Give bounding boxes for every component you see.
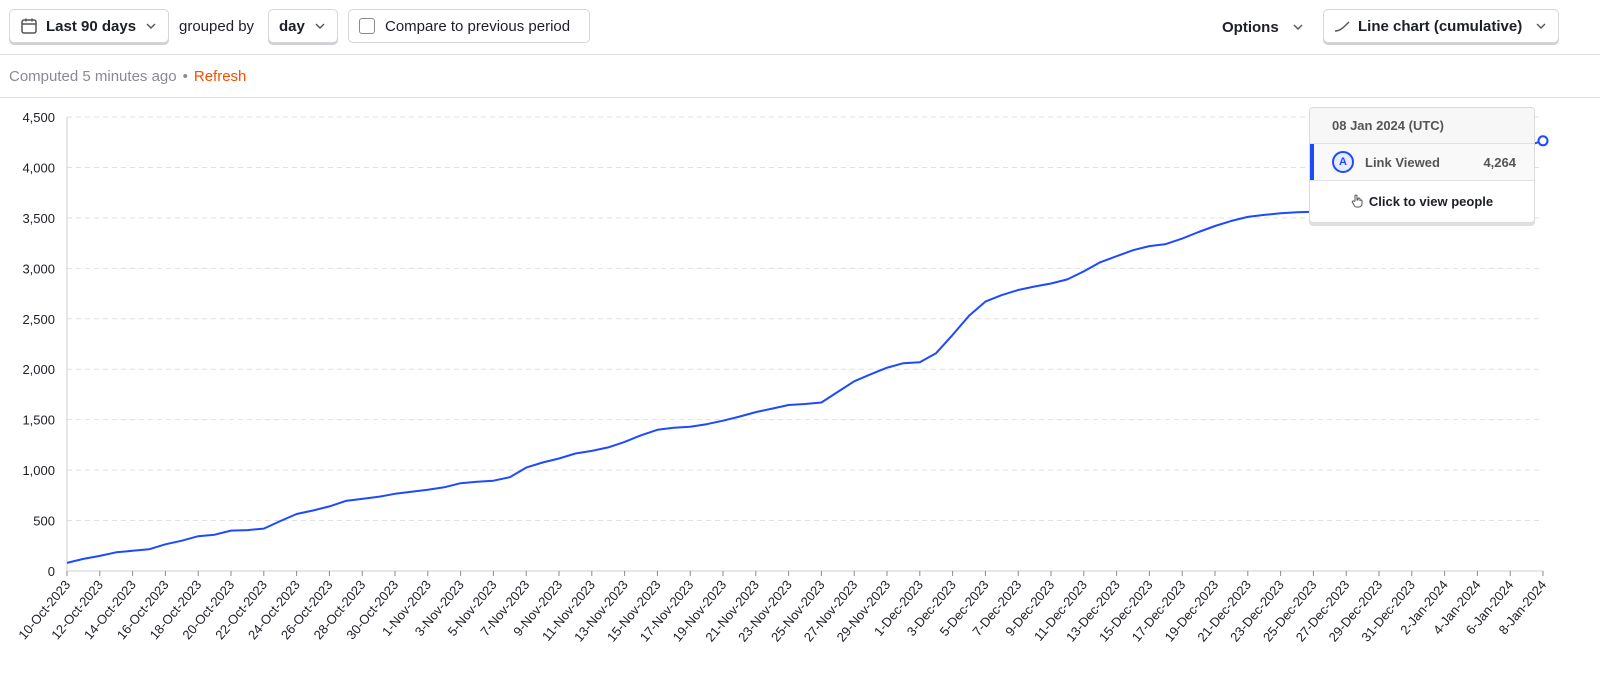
compare-toggle[interactable]: Compare to previous period: [348, 9, 590, 43]
y-tick-label: 2,500: [22, 312, 55, 327]
computed-time: Computed 5 minutes ago: [9, 67, 177, 85]
calendar-icon: [20, 17, 38, 35]
date-range-button[interactable]: Last 90 days: [9, 9, 169, 43]
tooltip-series-value: 4,264: [1483, 154, 1516, 170]
chevron-down-icon: [315, 23, 325, 30]
date-range-label: Last 90 days: [46, 17, 137, 35]
y-tick-label: 500: [33, 514, 55, 529]
chevron-down-icon: [1293, 24, 1303, 31]
line-chart-icon: [1334, 19, 1350, 33]
series-color-bar: [1310, 144, 1314, 180]
y-tick-label: 4,000: [22, 160, 55, 175]
chevron-down-icon: [1536, 23, 1546, 30]
chart-type-select[interactable]: Line chart (cumulative): [1323, 9, 1559, 43]
chevron-down-icon: [146, 23, 156, 30]
chart-type-label: Line chart (cumulative): [1358, 17, 1523, 35]
compare-checkbox[interactable]: [359, 18, 375, 34]
y-tick-label: 2,000: [22, 362, 55, 377]
chart-tooltip: 08 Jan 2024 (UTC) A Link Viewed 4,264 Cl…: [1309, 107, 1535, 223]
toolbar: Last 90 days grouped by day Compare to p…: [0, 0, 1600, 55]
compare-label: Compare to previous period: [385, 17, 571, 35]
options-label: Options: [1222, 18, 1279, 36]
refresh-link[interactable]: Refresh: [193, 67, 247, 85]
tooltip-series-label: Link Viewed: [1365, 154, 1440, 170]
options-button[interactable]: Options: [1214, 9, 1310, 45]
y-tick-label: 1,000: [22, 463, 55, 478]
status-bar: Computed 5 minutes ago • Refresh: [0, 55, 1600, 98]
y-tick-label: 4,500: [22, 110, 55, 125]
y-tick-label: 3,500: [22, 211, 55, 226]
line-chart: 0 500 1,000 1,500 2,000 2,500 3,000 3,500 4,000 4…: [15, 110, 1549, 645]
status-separator: •: [182, 67, 188, 85]
view-people-button[interactable]: Click to view people: [1310, 181, 1534, 221]
pointer-hand-icon: [1351, 194, 1363, 208]
y-tick-label: 0: [48, 564, 55, 579]
view-people-label: Click to view people: [1368, 193, 1494, 209]
interval-value: day: [279, 17, 305, 35]
series-line-link-viewed: [66, 139, 1544, 564]
grouped-by-label: grouped by: [179, 18, 255, 35]
tooltip-date: 08 Jan 2024 (UTC): [1310, 108, 1534, 144]
y-tick-label: 3,000: [22, 261, 55, 276]
series-badge: A: [1332, 151, 1354, 173]
tooltip-series-row: A Link Viewed 4,264: [1310, 144, 1534, 181]
interval-select[interactable]: day: [268, 9, 338, 43]
y-tick-label: 1,500: [22, 413, 55, 428]
hover-point-marker: [1537, 135, 1549, 147]
